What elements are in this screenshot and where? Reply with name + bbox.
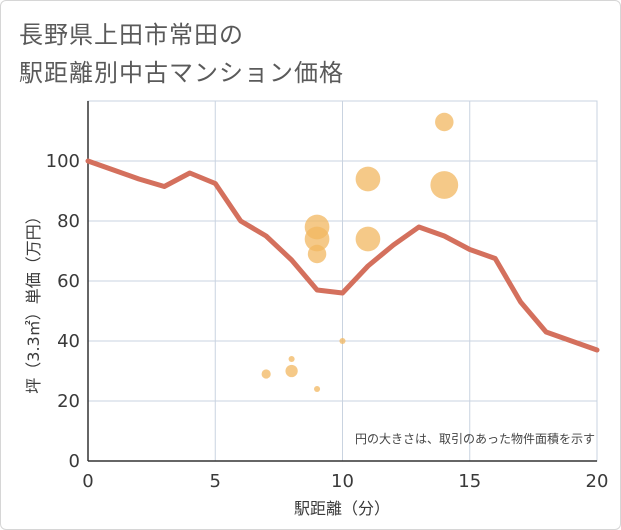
y-tick-label: 40	[57, 331, 80, 352]
x-tick-label: 10	[331, 471, 354, 492]
chart-card: 長野県上田市常田の 駅距離別中古マンション価格 0 20 40 60 80 100 0 5 10…	[0, 0, 621, 530]
scatter-point	[339, 338, 345, 344]
x-tick-label: 0	[82, 471, 93, 492]
size-note: 円の大きさは、取引のあった物件面積を示す	[355, 431, 595, 446]
scatter-point	[289, 356, 295, 362]
scatter-points	[262, 113, 459, 392]
grid-lines	[88, 101, 597, 461]
y-tick-label: 0	[69, 451, 80, 472]
y-tick-label: 20	[57, 391, 80, 412]
x-tick-label: 20	[586, 471, 609, 492]
y-tick-label: 80	[57, 211, 80, 232]
scatter-point	[285, 365, 297, 377]
x-tick-label: 15	[458, 471, 481, 492]
scatter-point	[308, 245, 327, 264]
scatter-point	[356, 227, 381, 252]
scatter-point	[262, 369, 271, 378]
x-axis-title: 駅距離（分）	[294, 499, 390, 518]
scatter-point	[314, 386, 320, 392]
scatter-point	[356, 167, 381, 192]
y-axis-title: 坪（3.3㎡）単価（万円）	[24, 208, 43, 393]
y-tick-label: 100	[46, 151, 80, 172]
y-tick-label: 60	[57, 271, 80, 292]
scatter-line-chart: 0 20 40 60 80 100 0 5 10 15 20 円の大きさは、取引のあった物件面積を示…	[1, 1, 620, 529]
x-tick-label: 5	[210, 471, 221, 492]
scatter-point	[435, 113, 454, 132]
scatter-point	[430, 171, 458, 199]
